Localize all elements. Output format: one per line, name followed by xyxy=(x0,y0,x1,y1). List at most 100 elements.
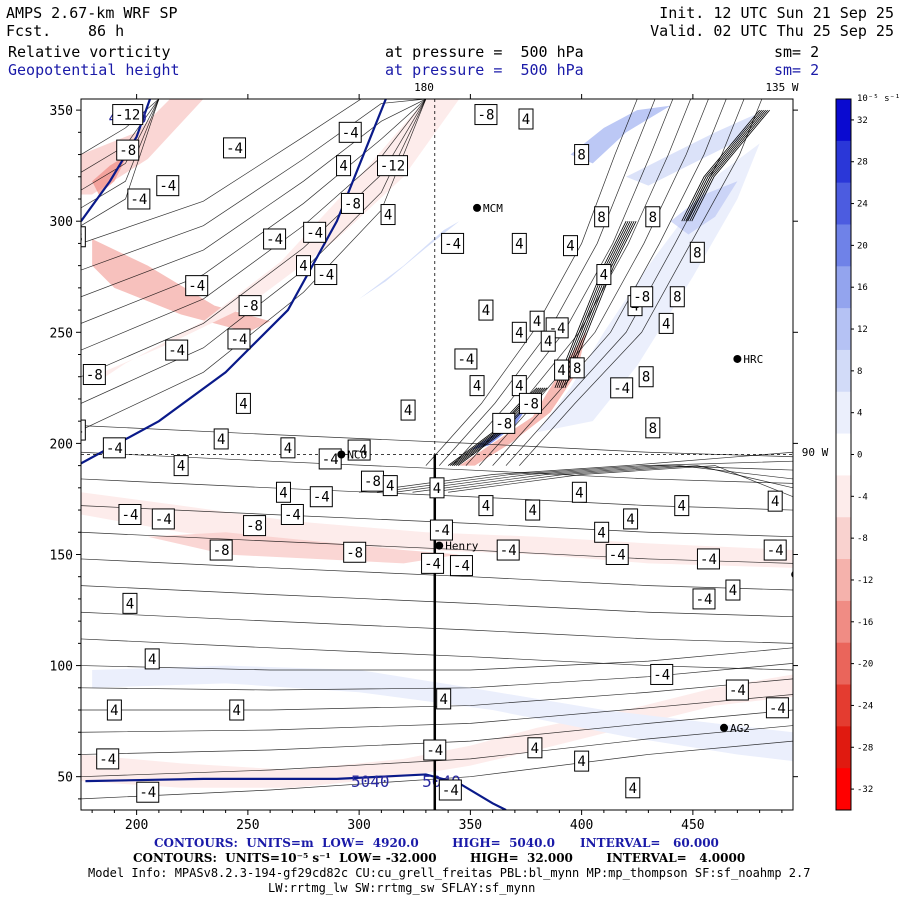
svg-text:-4: -4 xyxy=(426,743,443,759)
svg-text:-12: -12 xyxy=(115,108,140,124)
x-tick-label: 200 xyxy=(125,818,148,833)
vorticity-contour-line xyxy=(81,531,793,564)
vorticity-label: -4 xyxy=(765,697,789,719)
colorbar-swatch xyxy=(836,642,851,686)
x-tick-label: 300 xyxy=(347,818,370,833)
svg-text:-4: -4 xyxy=(444,236,461,252)
svg-text:8: 8 xyxy=(597,210,605,226)
vorticity-contour-line xyxy=(81,585,793,618)
vorticity-label: 4 xyxy=(518,108,534,130)
x-tick-label: 450 xyxy=(681,818,704,833)
colorbar-tick-label: 0 xyxy=(857,451,862,461)
svg-text:HRC: HRC xyxy=(743,353,763,366)
svg-text:4: 4 xyxy=(404,403,412,419)
colorbar-swatch xyxy=(836,517,851,560)
svg-text:-8: -8 xyxy=(344,196,361,212)
svg-text:-4: -4 xyxy=(767,543,784,559)
vorticity-label: 8 xyxy=(638,366,654,388)
stations: MCM HRC NCO Henry AG2 xyxy=(337,202,793,735)
svg-text:4: 4 xyxy=(566,239,574,255)
pressure-marker: 5040 xyxy=(878,772,900,791)
forecast-hours: 86 h xyxy=(88,22,125,40)
vorticity-fill-band xyxy=(92,238,271,333)
colorbar-swatch xyxy=(836,99,851,142)
height-contour-5040 xyxy=(85,773,507,810)
vorticity-contour-line xyxy=(430,465,793,493)
vorticity-label: 8 xyxy=(645,206,661,228)
colorbar-tick-label: 16 xyxy=(857,283,868,293)
vorticity-label: 4 xyxy=(144,648,160,670)
vorticity-label: -4 xyxy=(763,539,787,561)
svg-text:-8: -8 xyxy=(66,230,83,246)
vorticity-label: 4 xyxy=(478,495,494,517)
vorticity-label: 4 xyxy=(574,750,590,772)
height-contour-4920 xyxy=(81,99,387,465)
vorticity-label: -8 xyxy=(630,286,654,308)
svg-text:4: 4 xyxy=(386,479,394,495)
vorticity-label: -4 xyxy=(692,588,716,610)
colorbar-tick-label: 4 xyxy=(857,409,862,419)
model-info-line1: Model Info: MPASv8.2.3-194-gf29cd82c CU:… xyxy=(88,866,811,880)
svg-text:-4: -4 xyxy=(159,179,176,195)
y-tick-label: 100 xyxy=(50,660,73,675)
colorbar-tick-label: -8 xyxy=(857,534,868,544)
valid-time: Valid. 02 UTC Thu 25 Sep 25 xyxy=(650,22,894,40)
vorticity-label: -4 xyxy=(96,748,120,770)
vorticity-contour-line xyxy=(81,99,426,244)
svg-text:-4: -4 xyxy=(729,683,746,699)
svg-text:-4: -4 xyxy=(226,141,243,157)
station-marker: NCO xyxy=(337,449,367,462)
svg-text:4: 4 xyxy=(284,441,292,457)
vorticity-label: 4 xyxy=(525,499,541,521)
vorticity-label: 4 xyxy=(540,330,556,352)
vorticity-label: 4 xyxy=(527,737,543,759)
svg-text:-4: -4 xyxy=(453,559,470,575)
svg-text:4: 4 xyxy=(609,821,617,837)
vorticity-label: 4 xyxy=(596,264,612,286)
svg-text:-4: -4 xyxy=(106,441,123,457)
vorticity-label: 4 xyxy=(280,437,296,459)
vorticity-label: 4 xyxy=(275,481,291,503)
colorbar-swatch xyxy=(836,308,851,351)
vorticity-label: -4 xyxy=(303,221,327,243)
svg-text:-8: -8 xyxy=(478,108,495,124)
vorticity-label: 8 xyxy=(645,417,661,439)
colorbar-tick-label: -32 xyxy=(857,785,873,795)
vorticity-label: 8 xyxy=(574,144,590,166)
svg-text:4: 4 xyxy=(384,208,392,224)
svg-text:4: 4 xyxy=(557,363,565,379)
vorticity-contour-line xyxy=(81,478,793,511)
colorbar-tick-label: 12 xyxy=(857,325,868,335)
forecast-label: Fcst. xyxy=(6,22,52,40)
svg-text:4: 4 xyxy=(600,268,608,284)
vorticity-label: 8 xyxy=(569,357,585,379)
vorticity-label: -8 xyxy=(360,470,384,492)
colorbar-units: 10⁻⁵ s⁻¹ xyxy=(857,94,900,104)
colorbar-swatch xyxy=(836,684,851,727)
svg-text:4: 4 xyxy=(771,494,779,510)
vorticity-label: -4 xyxy=(165,339,189,361)
pressure-marker: H xyxy=(893,710,900,729)
svg-text:4: 4 xyxy=(678,499,686,515)
svg-text:-4: -4 xyxy=(266,232,283,248)
vorticity-contour-line xyxy=(683,109,762,222)
vorticity-fill-band xyxy=(81,674,793,788)
svg-text:AG2: AG2 xyxy=(730,722,750,735)
svg-text:-8: -8 xyxy=(364,474,381,490)
vorticity-label: 4 xyxy=(229,699,245,721)
vorticity-label: 4 xyxy=(511,375,527,397)
svg-text:-4: -4 xyxy=(433,523,450,539)
vorticity-label: -4 xyxy=(696,548,720,570)
vorticity-contour-line xyxy=(81,99,427,324)
station-marker: HRC xyxy=(733,353,763,366)
vorticity-label: 8 xyxy=(689,241,705,263)
svg-text:NCO: NCO xyxy=(347,449,367,462)
svg-text:4: 4 xyxy=(482,303,490,319)
colorbar-swatch xyxy=(836,349,851,393)
vorticity-fill-band xyxy=(92,99,460,386)
colorbar-tick-label: -28 xyxy=(857,743,873,753)
vorticity-contour-line xyxy=(81,694,793,733)
vorticity-label: 4 xyxy=(725,579,741,601)
svg-text:4: 4 xyxy=(597,525,605,541)
vorticity-label: -4 xyxy=(421,552,445,574)
